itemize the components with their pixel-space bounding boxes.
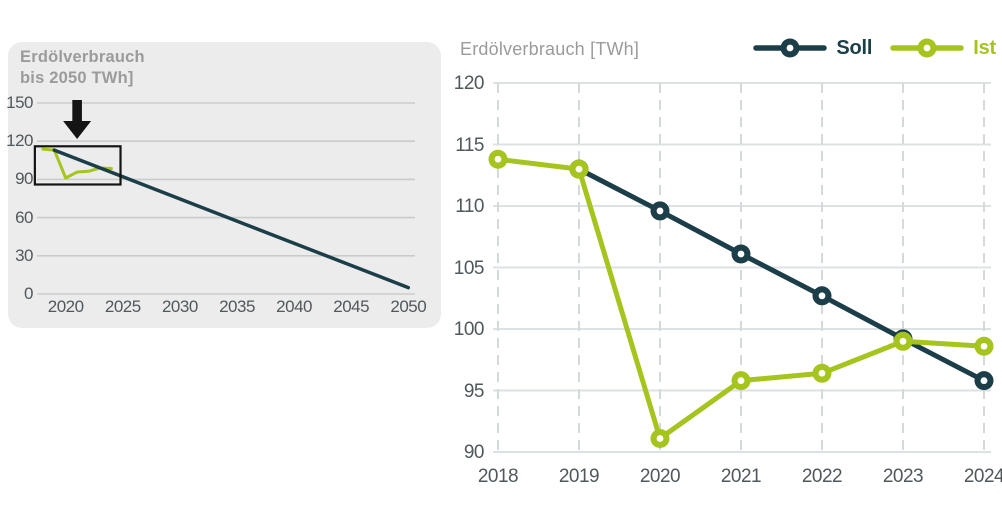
soll-line-marker-icon bbox=[753, 38, 828, 58]
detail-chart-title: Erdölverbrauch [TWh] bbox=[460, 39, 640, 59]
data-point-hole bbox=[980, 377, 988, 385]
ist-line-marker-icon bbox=[890, 38, 964, 58]
overview-title-line1: Erdölverbrauch bbox=[20, 48, 145, 66]
data-point-hole bbox=[656, 207, 664, 215]
data-point-hole bbox=[818, 292, 826, 300]
zoom-region-box bbox=[33, 145, 122, 186]
data-point-hole bbox=[980, 342, 988, 350]
legend-label-soll: Soll bbox=[836, 36, 873, 59]
data-point-hole bbox=[818, 369, 826, 377]
zoom-arrow-icon bbox=[63, 100, 92, 139]
data-point-hole bbox=[737, 377, 745, 385]
legend-item-soll: Soll bbox=[753, 36, 872, 60]
series-line-ist bbox=[41, 147, 113, 180]
data-point-hole bbox=[575, 165, 583, 173]
data-point-hole bbox=[737, 250, 745, 258]
series-line-soll bbox=[52, 148, 411, 290]
series-line-soll bbox=[576, 166, 987, 384]
legend-item-ist: Ist bbox=[890, 36, 996, 60]
data-point-hole bbox=[656, 435, 664, 442]
overview-title-line2: bis 2050 TWh] bbox=[20, 69, 134, 87]
data-point-hole bbox=[494, 155, 502, 163]
legend-label-ist: Ist bbox=[973, 36, 996, 59]
overview-title: Erdölverbrauch bis 2050 TWh] bbox=[20, 47, 145, 89]
data-point-hole bbox=[899, 337, 907, 345]
chart-legend: Soll Ist bbox=[753, 36, 996, 60]
